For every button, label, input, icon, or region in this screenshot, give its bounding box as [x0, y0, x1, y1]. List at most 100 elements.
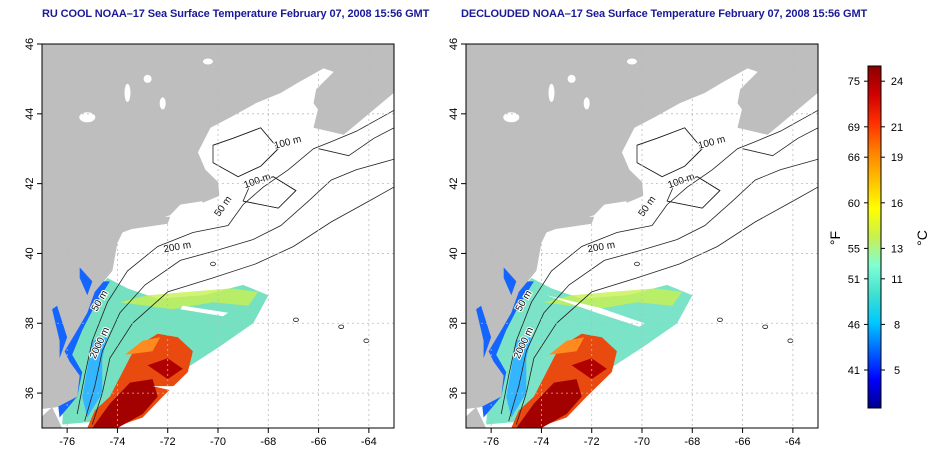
fahrenheit-unit-label: °F — [827, 231, 843, 245]
x-tick-label: -74 — [109, 436, 125, 448]
gulf-stream-core — [92, 379, 158, 428]
y-tick-label: 36 — [448, 387, 460, 399]
graticule — [466, 44, 818, 428]
bathymetry-contours — [76, 109, 394, 425]
x-tick-label: -68 — [260, 436, 276, 448]
contour-georges-bank-closed — [666, 176, 721, 209]
contour-100m — [76, 109, 394, 415]
colorbar-label-c: 5 — [894, 365, 900, 377]
panel-title-left: RU COOL NOAA–17 Sea Surface Temperature … — [42, 8, 430, 20]
nova-scotia — [737, 44, 818, 135]
y-tick-label: 42 — [24, 178, 36, 190]
long-island — [543, 216, 595, 231]
graticule — [42, 44, 394, 428]
sst-field — [478, 211, 693, 428]
x-tick-label: -76 — [483, 436, 499, 448]
x-tick-label: -74 — [533, 436, 549, 448]
lake — [79, 112, 96, 123]
x-tick-label: -68 — [684, 436, 700, 448]
x-tick-label: -76 — [59, 436, 75, 448]
cloud-line — [180, 305, 229, 317]
y-tick-label: 38 — [24, 317, 36, 329]
x-tick-label: -66 — [311, 436, 327, 448]
y-tick-label: 38 — [448, 317, 460, 329]
colorbar-label-f: 55 — [848, 243, 860, 255]
colorbar-label-c: 16 — [891, 198, 903, 210]
y-tick-label: 46 — [448, 38, 460, 50]
y-tick-label: 44 — [448, 108, 460, 120]
land-mass — [42, 44, 394, 409]
contour-loop — [634, 261, 640, 267]
y-tick-label: 40 — [24, 247, 36, 259]
land-mass — [466, 44, 818, 409]
y-tick-label: 36 — [24, 387, 36, 399]
lake — [626, 58, 637, 65]
contour-scotian-shelf — [742, 127, 818, 157]
land-nc — [42, 407, 63, 428]
colorbar-label-c: 21 — [891, 122, 903, 134]
colorbar-label-c: 19 — [891, 152, 903, 164]
y-tick-label: 42 — [448, 178, 460, 190]
frontal-band — [549, 337, 585, 355]
x-tick-label: -66 — [735, 436, 751, 448]
colorbar-label-f: 60 — [848, 198, 860, 210]
contour-2000m — [91, 186, 394, 425]
lake — [583, 97, 590, 110]
contour-loop — [293, 317, 299, 322]
lake — [124, 83, 131, 102]
colorbar-label-f: 46 — [848, 319, 860, 331]
x-tick-label: -64 — [361, 436, 377, 448]
x-tick-label: -72 — [584, 436, 600, 448]
contour-loop — [210, 261, 216, 267]
colorbar-label-c: 13 — [891, 243, 903, 255]
long-island — [119, 216, 171, 231]
x-tick-label: -72 — [160, 436, 176, 448]
colorbar-label-f: 75 — [848, 76, 860, 88]
contour-loop — [338, 324, 345, 329]
lake — [143, 74, 152, 83]
lake — [548, 83, 555, 102]
x-tick-label: -70 — [634, 436, 650, 448]
y-tick-label: 44 — [24, 108, 36, 120]
contour-gulf-maine-closed — [636, 127, 703, 178]
colorbar-label-c: 11 — [891, 274, 902, 286]
chesapeake-bay — [52, 305, 68, 359]
colorbar-label-c: 8 — [894, 319, 900, 331]
colorbar-label-c: 24 — [891, 76, 903, 88]
cloud-streak — [152, 386, 203, 397]
panel-title-right: DECLOUDED NOAA–17 Sea Surface Temperatur… — [461, 8, 868, 20]
contour-100m — [500, 109, 818, 415]
land-nc — [466, 407, 487, 428]
delaware-bay — [503, 267, 517, 296]
y-tick-label: 46 — [24, 38, 36, 50]
delaware-bay — [79, 267, 93, 296]
y-tick-label: 40 — [448, 247, 460, 259]
warm-eddy — [571, 358, 607, 380]
colorbar-label-f: 51 — [848, 274, 860, 286]
contour-georges-bank-closed — [242, 176, 297, 209]
celsius-unit-label: °C — [914, 230, 930, 246]
lake — [567, 74, 576, 83]
contour-2000m — [515, 186, 818, 425]
lake — [503, 112, 520, 123]
lake — [202, 58, 213, 65]
contour-scotian-shelf — [318, 127, 394, 157]
x-tick-label: -70 — [210, 436, 226, 448]
colorbar-label-f: 69 — [848, 122, 860, 134]
contour-loop — [762, 324, 769, 329]
contour-gulf-maine-closed — [212, 127, 279, 178]
cape-cod — [624, 181, 644, 203]
frontal-band — [125, 337, 161, 355]
colorbar-gradient — [867, 65, 882, 409]
lake — [159, 97, 166, 110]
warm-eddy — [147, 358, 183, 380]
colorbar-label-f: 41 — [848, 365, 860, 377]
cloud-line — [546, 295, 645, 327]
contour-loop — [717, 317, 723, 322]
nova-scotia — [313, 44, 394, 135]
